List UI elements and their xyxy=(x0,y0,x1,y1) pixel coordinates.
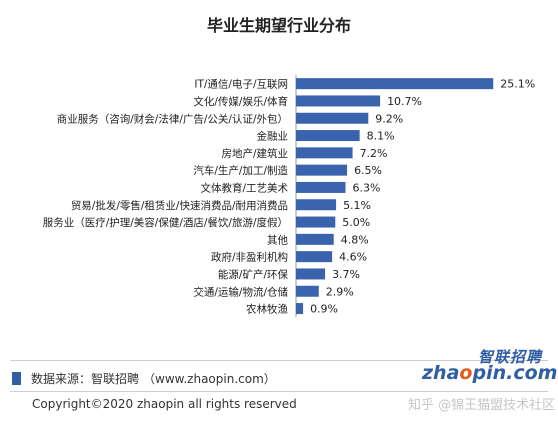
bars-layer: IT/通信/电子/互联网 25.1% 文化/传媒/娱乐/体育 10.7% 商业服务（咨询… xyxy=(43,75,535,318)
zhihu-watermark: 知乎 @锦王猫盟技术社区 xyxy=(408,398,556,413)
bar xyxy=(296,95,381,107)
bar xyxy=(296,216,336,228)
value-label: 8.1% xyxy=(367,130,395,143)
bar xyxy=(296,78,494,90)
bar xyxy=(296,130,360,142)
logo-en-o: o xyxy=(459,362,473,384)
bar xyxy=(296,181,346,193)
value-label: 7.2% xyxy=(360,147,388,160)
bar xyxy=(296,303,304,315)
value-label: 10.7% xyxy=(387,95,422,108)
value-label: 9.2% xyxy=(375,112,403,125)
bar xyxy=(296,251,333,263)
bar xyxy=(296,233,334,245)
value-label: 25.1% xyxy=(500,78,535,91)
value-label: 5.1% xyxy=(343,199,371,212)
bar xyxy=(296,199,337,211)
category-label: 服务业（医疗/护理/美容/保健/酒店/餐饮/旅游/度假） xyxy=(43,216,288,229)
value-label: 6.5% xyxy=(354,164,382,177)
logo-en-text: zhaopin.com xyxy=(422,362,557,384)
category-label: 交通/运输/物流/仓储 xyxy=(193,285,288,298)
value-label: 2.9% xyxy=(326,285,354,298)
category-label: 文化/传媒/娱乐/体育 xyxy=(193,95,288,108)
value-label: 4.8% xyxy=(341,233,369,246)
source-row: 数据来源：智联招聘 （www.zhaopin.com） xyxy=(12,370,276,386)
category-label: 政府/非盈利机构 xyxy=(211,251,288,264)
category-label: 其他 xyxy=(267,233,288,246)
footer-divider-top xyxy=(10,360,548,361)
category-label: 文体教育/工艺美术 xyxy=(200,181,288,194)
bar xyxy=(296,268,326,280)
logo-en-suffix: pin.com xyxy=(472,362,558,384)
source-marker xyxy=(12,371,21,385)
bar xyxy=(296,112,369,124)
zhaopin-logo: 智联招聘 zhaopin.com xyxy=(418,346,557,384)
category-label: 贸易/批发/零售/租赁业/快速消费品/耐用消费品 xyxy=(71,199,288,212)
category-label: 金融业 xyxy=(257,130,289,143)
bar xyxy=(296,285,319,297)
category-label: 农林牧渔 xyxy=(246,303,288,316)
value-label: 4.6% xyxy=(339,251,367,264)
category-label: IT/通信/电子/互联网 xyxy=(194,78,288,91)
copyright-text: Copyright©2020 zhaopin all rights reserv… xyxy=(32,397,297,411)
category-label: 商业服务（咨询/财会/法律/广告/公关/认证/外包） xyxy=(57,112,288,125)
value-label: 5.0% xyxy=(342,216,370,229)
category-label: 汽车/生产/加工/制造 xyxy=(193,164,288,177)
value-label: 0.9% xyxy=(310,303,338,316)
value-label: 3.7% xyxy=(332,268,360,281)
value-label: 6.3% xyxy=(353,181,381,194)
bar xyxy=(296,164,348,176)
logo-en-prefix: zha xyxy=(422,362,460,384)
category-label: 能源/矿产/环保 xyxy=(218,268,289,281)
chart-title: 毕业生期望行业分布 xyxy=(206,16,351,35)
bar-chart: IT/通信/电子/互联网 25.1% 文化/传媒/娱乐/体育 10.7% 商业服务（咨询… xyxy=(43,75,535,318)
source-label: 数据来源：智联招聘 xyxy=(31,371,140,386)
bar xyxy=(296,147,353,159)
footer-divider-bottom xyxy=(10,391,548,392)
logo-cn-text: 智联招聘 xyxy=(477,348,542,366)
category-label: 房地产/建筑业 xyxy=(221,147,288,160)
source-url: （www.zhaopin.com） xyxy=(143,371,276,386)
